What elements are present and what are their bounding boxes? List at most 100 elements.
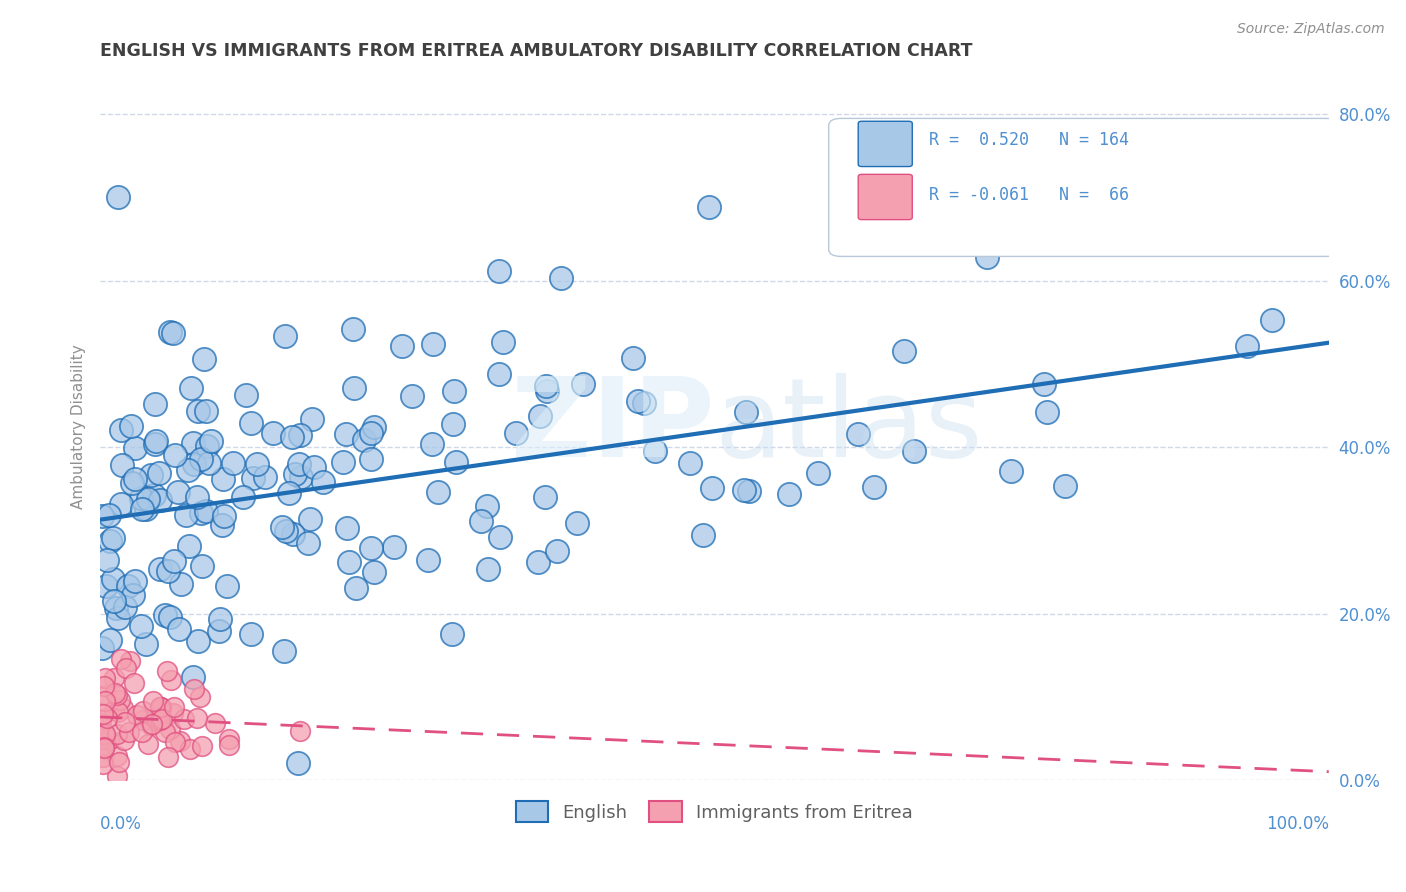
Point [141,717,163,731]
Text: 100.0%: 100.0% [1265,815,1329,833]
Point [94,727,117,741]
Point [976,250,998,264]
Point [180,381,202,395]
Text: R =  0.520   N = 164: R = 0.520 N = 164 [929,130,1129,149]
Point [1236,339,1258,353]
Point [863,480,886,494]
Point [173,712,195,726]
Point [298,512,321,526]
Point [287,756,309,771]
Point [105,727,128,741]
Point [190,506,212,520]
Point [534,490,557,504]
Point [200,434,222,448]
Point [163,448,186,462]
Point [121,476,143,491]
Point [93,727,115,741]
Point [420,436,443,450]
Y-axis label: Ambulatory Disability: Ambulatory Disability [72,344,86,508]
Point [120,654,142,668]
Point [190,739,212,753]
Point [142,694,165,708]
Point [111,458,134,473]
Point [778,486,800,500]
Point [159,609,181,624]
Point [125,708,148,723]
Point [477,562,499,576]
Point [179,742,201,756]
Point [162,706,184,720]
Legend: English, Immigrants from Eritrea: English, Immigrants from Eritrea [506,792,922,831]
Point [183,458,205,472]
Point [105,688,128,702]
Point [94,672,117,686]
Point [107,190,129,204]
Point [177,463,200,477]
Point [132,713,155,727]
Point [94,579,117,593]
Point [363,565,385,579]
Point [179,539,201,553]
Point [697,200,720,214]
Point [283,527,305,541]
Point [170,577,193,591]
Point [150,713,173,727]
Point [122,588,145,602]
Point [103,702,125,716]
Point [336,521,359,535]
Point [114,661,136,675]
Point [93,694,115,708]
Point [167,623,190,637]
Point [141,717,163,731]
Point [536,384,558,399]
Point [441,417,464,431]
Point [284,467,307,481]
Point [242,471,264,485]
Point [360,426,382,441]
Point [163,700,186,714]
Point [738,483,761,498]
Point [489,531,512,545]
Point [93,741,115,756]
Point [103,671,125,685]
Point [165,735,187,749]
Point [149,699,172,714]
Point [108,693,131,707]
Point [117,579,139,593]
Point [107,611,129,625]
Point [644,444,666,458]
Point [262,426,284,441]
Point [401,389,423,403]
Point [222,456,245,470]
Point [105,600,128,615]
Point [112,732,135,747]
Point [103,594,125,608]
Point [149,700,172,714]
Point [181,435,204,450]
Point [441,626,464,640]
Point [274,524,297,539]
Point [157,564,180,578]
Point [190,452,212,467]
Point [426,485,449,500]
Point [110,424,132,438]
Point [287,458,309,472]
Point [215,579,238,593]
Point [218,731,240,746]
Point [422,337,444,351]
Point [120,419,142,434]
Point [444,455,467,469]
Point [343,381,366,395]
Point [124,441,146,455]
Point [239,627,262,641]
Text: R = -0.061   N =  66: R = -0.061 N = 66 [929,186,1129,204]
Point [96,553,118,567]
Point [188,690,211,704]
Text: atlas: atlas [714,373,983,480]
Text: 0.0%: 0.0% [100,815,142,833]
Point [97,508,120,522]
Point [90,716,112,731]
Point [492,334,515,349]
Point [546,544,568,558]
Point [360,451,382,466]
